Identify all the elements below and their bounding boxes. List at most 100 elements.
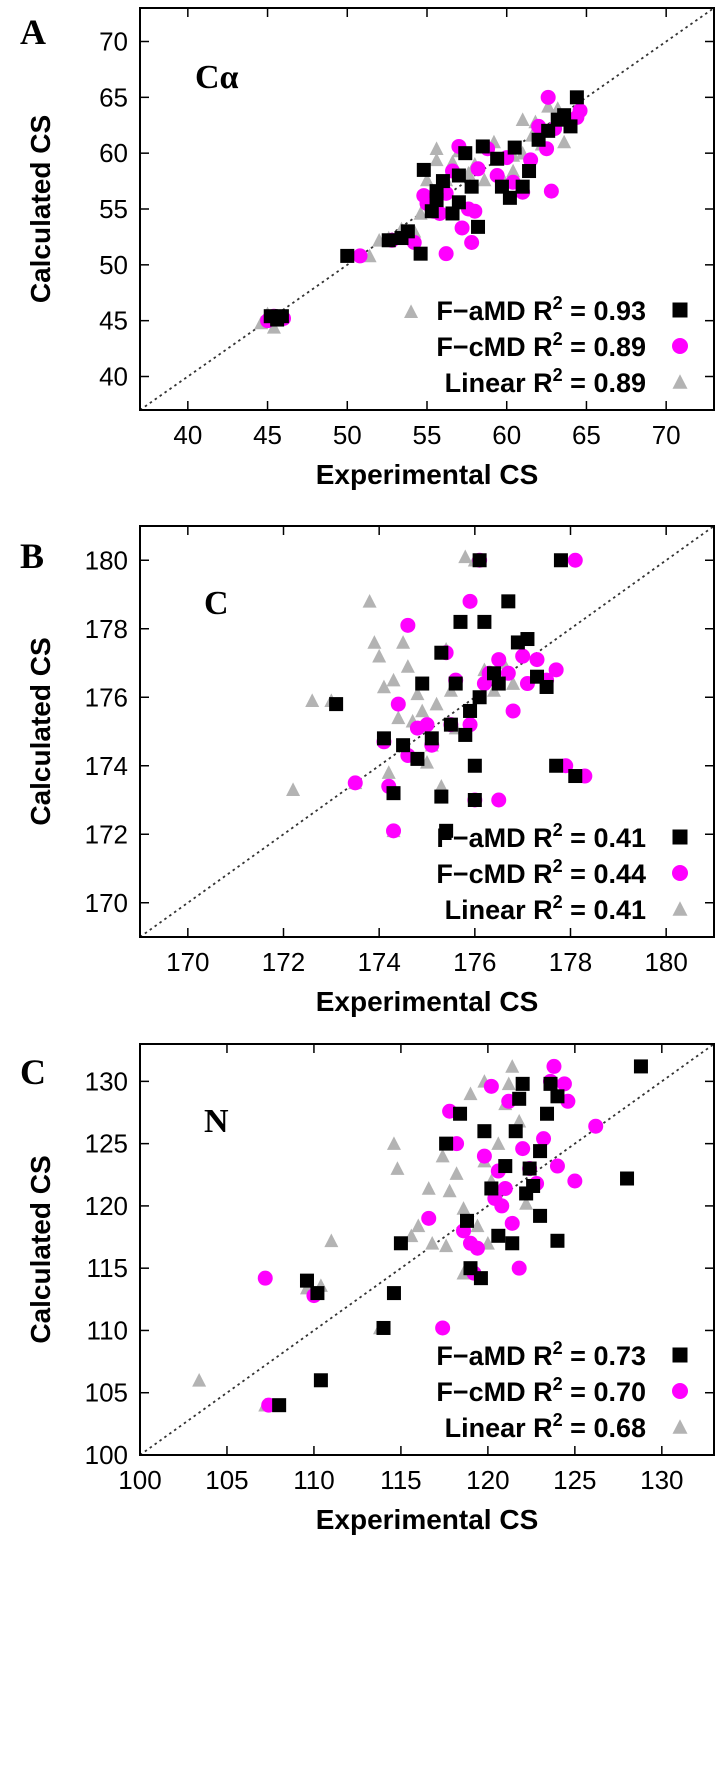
data-point: [520, 632, 535, 647]
data-point: [434, 645, 449, 660]
data-point: [381, 233, 396, 248]
data-point: [491, 652, 507, 668]
data-point: [464, 179, 479, 194]
y-tick-label: 170: [85, 888, 128, 918]
data-point: [429, 141, 444, 155]
x-tick-label: 180: [644, 947, 687, 977]
data-point: [449, 1166, 464, 1180]
legend-marker-circle: [672, 1383, 688, 1399]
y-tick-label: 180: [85, 545, 128, 575]
plot-frame: [139, 7, 715, 411]
data-point: [540, 89, 556, 105]
data-point: [463, 1086, 478, 1101]
data-point: [434, 779, 449, 793]
data-point: [415, 703, 430, 718]
data-point: [442, 1183, 457, 1198]
data-point: [469, 1240, 485, 1256]
data-point: [453, 614, 468, 629]
data-point: [541, 98, 556, 113]
data-point: [533, 1144, 548, 1159]
data-point: [274, 309, 289, 324]
x-tick-label: 125: [553, 1465, 596, 1495]
data-point: [272, 1398, 287, 1413]
legend-marker-square: [672, 1347, 688, 1363]
x-tick-label: 50: [333, 420, 362, 450]
data-point: [529, 652, 545, 668]
y-tick-label: 178: [85, 614, 128, 644]
data-point: [419, 717, 435, 733]
data-point: [329, 697, 344, 712]
x-axis-label: Experimental CS: [316, 1504, 539, 1535]
data-point: [620, 1171, 635, 1186]
data-point: [490, 151, 505, 166]
data-point: [386, 823, 402, 839]
data-point: [512, 1091, 527, 1106]
data-point: [413, 246, 428, 261]
data-point: [550, 1233, 565, 1248]
data-point: [421, 1210, 437, 1226]
data-point: [522, 1161, 537, 1176]
data-point: [458, 727, 473, 742]
data-point: [475, 139, 490, 154]
data-point: [404, 304, 419, 319]
data-point: [506, 676, 521, 690]
data-point: [467, 203, 483, 219]
y-tick-label: 40: [99, 362, 128, 392]
data-point: [386, 672, 401, 687]
data-point: [443, 717, 458, 732]
data-point: [415, 676, 430, 691]
data-point: [257, 1270, 273, 1286]
y-tick-label: 70: [99, 27, 128, 57]
data-point: [458, 146, 473, 161]
data-point: [411, 1218, 426, 1233]
legend-marker-square: [672, 829, 688, 845]
y-tick-label: 120: [85, 1191, 128, 1221]
scatter-panel-b: B 170 172 174 176 178 180 170 172 174 176 178 180 C Ex…: [20, 525, 715, 1017]
data-point: [451, 168, 466, 183]
data-point: [501, 594, 516, 609]
y-tick-label: 45: [99, 306, 128, 336]
data-point: [435, 1320, 451, 1336]
x-tick-label: 65: [572, 420, 601, 450]
data-point: [429, 696, 444, 711]
data-point: [511, 1260, 527, 1276]
data-point: [549, 1158, 565, 1174]
data-point: [305, 693, 320, 707]
series-f-amd: [329, 553, 583, 838]
y-tick-label: 55: [99, 194, 128, 224]
data-point: [633, 1059, 648, 1074]
data-point: [476, 1148, 492, 1164]
data-point: [451, 195, 466, 210]
data-point: [501, 1076, 516, 1091]
data-point: [396, 635, 411, 649]
plot-frame: [139, 525, 715, 938]
data-point: [507, 140, 522, 155]
data-point: [519, 1186, 534, 1201]
x-tick-label: 70: [652, 420, 681, 450]
data-point: [536, 1131, 552, 1147]
data-point: [568, 769, 583, 784]
data-point: [505, 703, 521, 719]
data-point: [489, 168, 505, 183]
x-tick-label: 176: [453, 947, 496, 977]
data-point: [477, 1124, 492, 1139]
y-tick-label: 172: [85, 819, 128, 849]
data-point: [463, 703, 478, 718]
legend-entry-text: Linear R2 = 0.68: [445, 1410, 646, 1443]
data-point: [448, 676, 463, 691]
data-point: [386, 1136, 401, 1150]
data-point: [372, 648, 387, 663]
data-point: [470, 1218, 485, 1233]
data-point: [420, 172, 434, 187]
x-tick-label: 100: [118, 1465, 161, 1495]
y-tick-label: 100: [85, 1440, 128, 1470]
legend-marker-triangle: [672, 1419, 688, 1434]
data-point: [550, 1089, 565, 1104]
data-point: [505, 1059, 520, 1073]
data-point: [445, 206, 460, 221]
legend-entry-text: F−aMD R2 = 0.93: [436, 293, 646, 326]
data-point: [519, 1196, 534, 1210]
data-point: [569, 90, 584, 105]
